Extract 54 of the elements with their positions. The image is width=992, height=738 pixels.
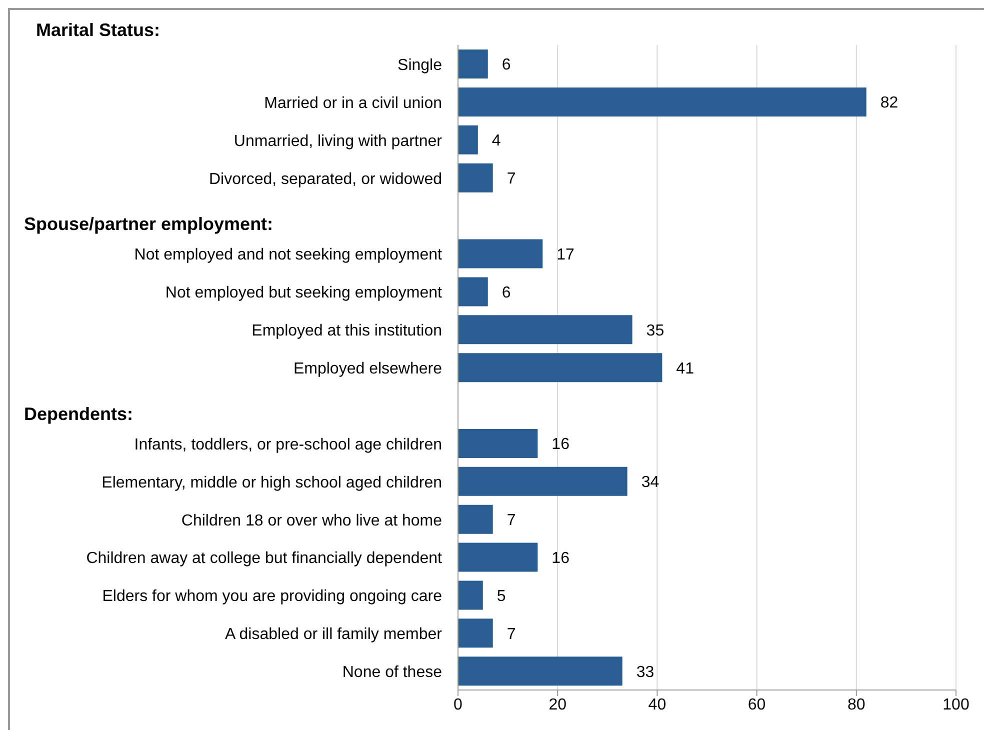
bar (458, 315, 632, 344)
y-tick-label: A disabled or ill family member (225, 626, 443, 644)
y-tick-label: Elders for whom you are providing ongoing care (102, 588, 442, 606)
bar (458, 125, 478, 154)
text: Spouse/partner employment: (24, 214, 274, 235)
bar (458, 163, 493, 192)
y-tick-label: None of these (342, 664, 442, 682)
x-tick-label: 100 (942, 696, 970, 714)
bar (458, 504, 493, 534)
y-tick-label: Unmarried, living with partner (234, 132, 443, 150)
data-label: 16 (552, 436, 570, 454)
y-tick-label: Married or in a civil union (264, 94, 442, 112)
data-label: 41 (676, 360, 694, 378)
data-label: 82 (880, 94, 898, 112)
bar (458, 542, 538, 572)
x-tick-label: 60 (748, 696, 766, 714)
x-tick-label: 80 (848, 696, 866, 714)
text: Dependents: (24, 404, 134, 425)
bar (458, 50, 488, 79)
y-tick-label: Employed at this institution (252, 322, 442, 340)
bar (458, 87, 866, 116)
y-tick-label: Divorced, separated, or widowed (208, 170, 442, 188)
y-tick-label: Not employed but seeking employment (165, 284, 443, 302)
bar (458, 239, 543, 268)
data-label: 33 (636, 664, 654, 681)
data-label: 35 (646, 322, 664, 340)
data-label: 34 (641, 474, 660, 492)
data-label: 17 (556, 246, 575, 264)
y-tick-label: Not employed and not seeking employment (134, 246, 443, 264)
data-label: 4 (492, 132, 501, 150)
data-label: 6 (502, 284, 511, 302)
x-tick-label: 40 (648, 696, 666, 714)
y-tick-label: Employed elsewhere (293, 360, 442, 378)
data-label: 6 (502, 56, 511, 74)
bar (458, 580, 483, 610)
bar (458, 353, 662, 382)
y-tick-label: Children away at college but financially dependent (86, 550, 443, 568)
bar (458, 656, 622, 686)
x-tick-label: 20 (548, 696, 567, 714)
bar (458, 428, 538, 458)
bar (458, 618, 493, 648)
data-label: 5 (496, 588, 506, 605)
x-tick-label: 0 (454, 696, 463, 714)
data-label: 16 (552, 550, 570, 567)
text: Marital Status: (36, 20, 160, 41)
bar (458, 466, 628, 496)
y-tick-label: Elementary, middle or high school aged children (102, 474, 442, 492)
y-tick-label: Children 18 or over who live at home (181, 512, 442, 530)
y-tick-label: Single (398, 56, 442, 74)
data-label: 7 (506, 512, 516, 530)
data-label: 7 (506, 626, 516, 643)
bar (458, 277, 488, 306)
data-label: 7 (506, 170, 516, 188)
y-tick-label: Infants, toddlers, or pre-school age children (134, 436, 442, 454)
